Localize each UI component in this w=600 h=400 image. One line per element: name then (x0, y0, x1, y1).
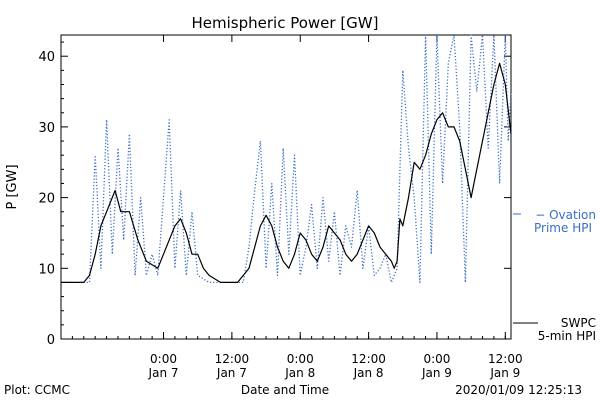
chart-title: Hemispheric Power [GW] (192, 14, 379, 32)
x-tick-label-date: Jan 7 (216, 366, 247, 380)
series-layer (61, 34, 512, 284)
x-tick-label-time: 0:00 (150, 352, 177, 366)
legend-swpc-label-1: SWPC (561, 316, 596, 330)
legend-ovation-label-2: Prime HPI (534, 221, 592, 235)
series-ovation-line (61, 34, 512, 284)
x-axis-label: Date and Time (241, 383, 329, 397)
y-tick-label: 10 (38, 262, 55, 277)
x-tick-label-date: Jan 9 (489, 366, 520, 380)
x-tick-label-time: 12:00 (488, 352, 523, 366)
x-tick-label-date: Jan 8 (284, 366, 315, 380)
x-tick-label-time: 0:00 (423, 352, 450, 366)
x-tick-label-time: 12:00 (215, 352, 250, 366)
x-tick-label-time: 0:00 (287, 352, 314, 366)
y-tick-label: 20 (38, 192, 55, 207)
legend-swpc: SWPC 5-min HPI (513, 316, 596, 343)
x-tick-label-time: 12:00 (351, 352, 386, 366)
x-tick-label-date: Jan 9 (421, 366, 452, 380)
plot-timestamp: 2020/01/09 12:25:13 (455, 383, 582, 397)
y-tick-label: 0 (47, 333, 55, 348)
legend-ovation-label-1: − Ovation (535, 208, 596, 222)
legend-ovation: − Ovation Prime HPI (513, 208, 596, 235)
x-tick-label-date: Jan 7 (148, 366, 179, 380)
legend-swpc-label-2: 5-min HPI (538, 329, 596, 343)
x-tick-label-date: Jan 8 (353, 366, 384, 380)
series-swpc-line (61, 62, 512, 283)
plot-frame (60, 34, 512, 340)
y-tick-label: 30 (38, 121, 55, 136)
y-tick-label: 40 (38, 50, 55, 65)
plot-credit: Plot: CCMC (4, 383, 70, 397)
y-axis-label: P [GW] (5, 164, 20, 209)
